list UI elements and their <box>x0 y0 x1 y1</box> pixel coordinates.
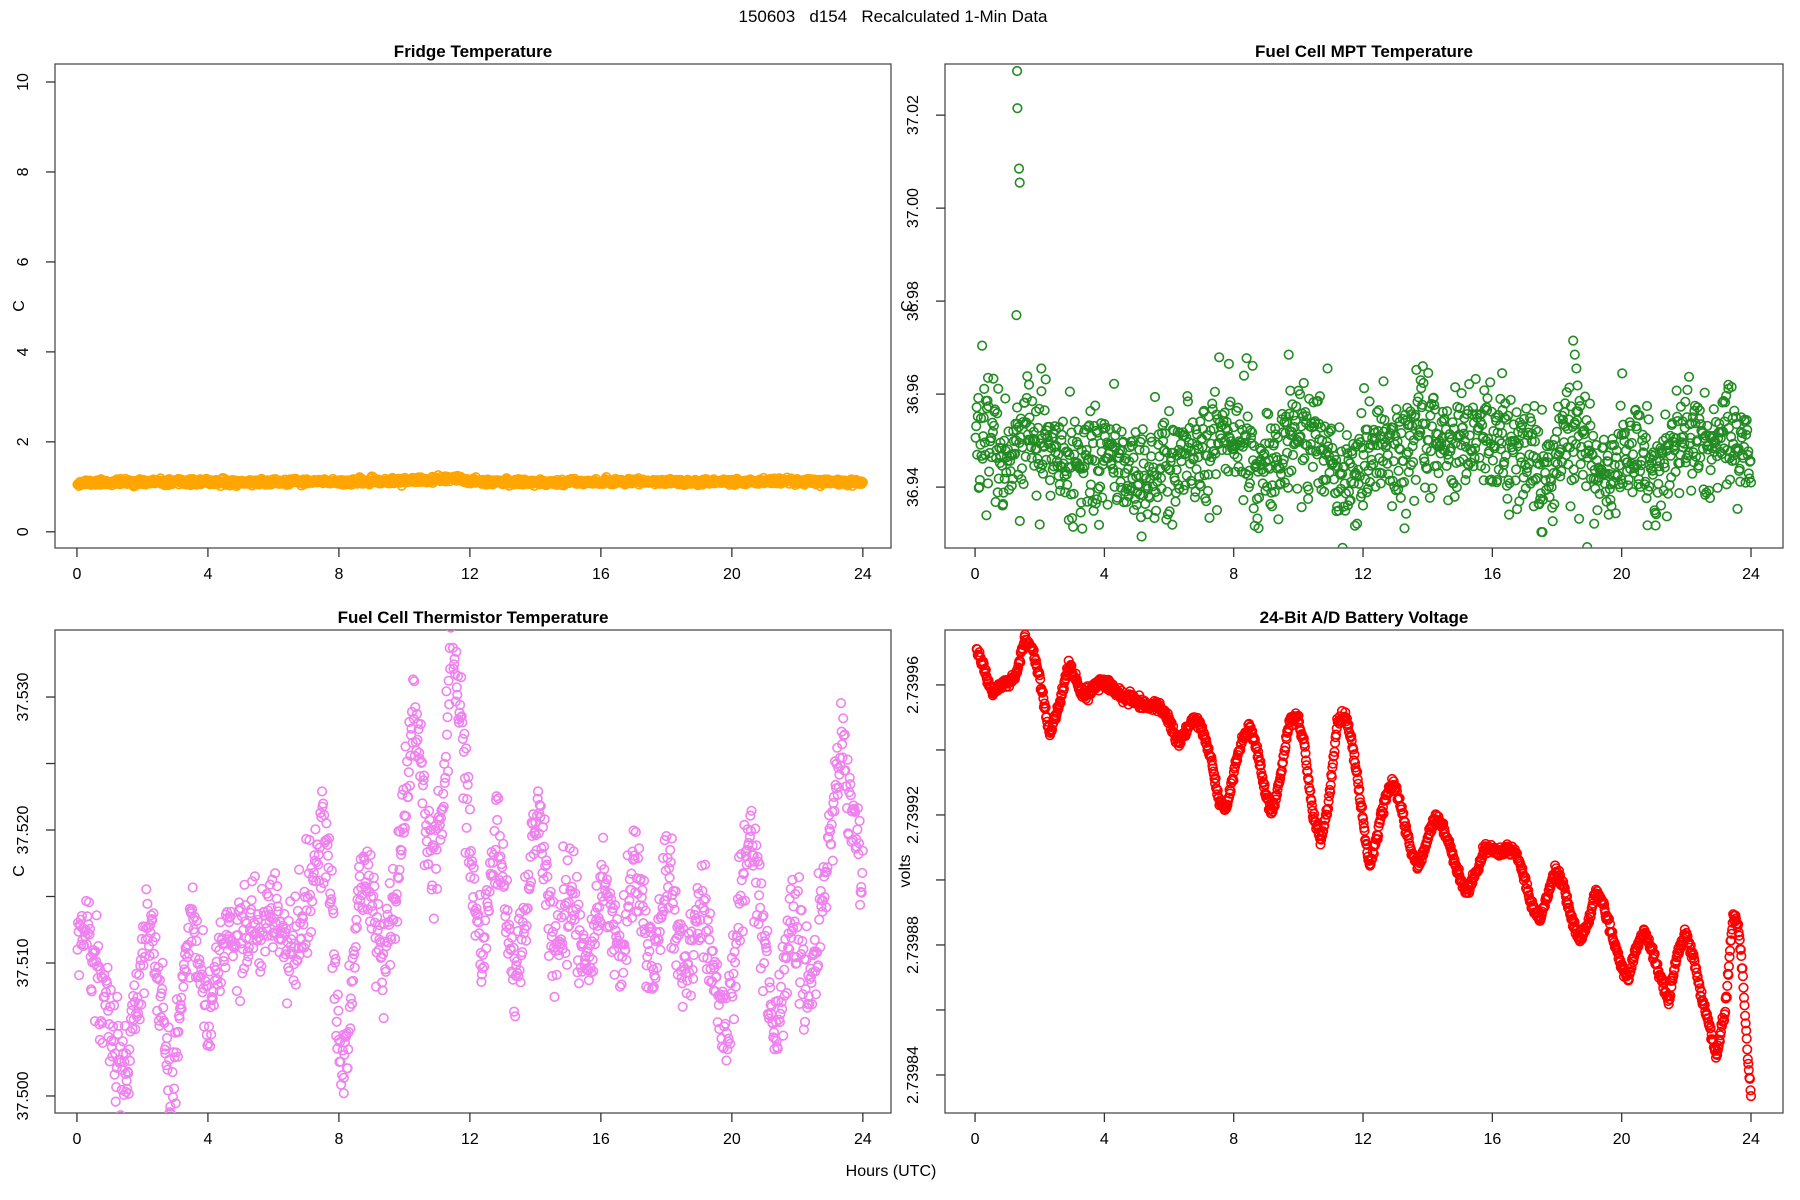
x-axis-ticks: 0 4 8 12 16 20 24 <box>971 548 1760 583</box>
y-axis-label-volts: volts <box>897 854 914 888</box>
series-points <box>971 630 1757 1102</box>
x-tick-label: 24 <box>1742 1131 1760 1148</box>
y-tick-label: 36.94 <box>905 467 922 507</box>
x-tick-label: 16 <box>592 566 610 583</box>
y-tick-label: 2 <box>15 437 32 446</box>
y-axis-label-thermistor: C <box>11 865 28 877</box>
x-tick-label: 0 <box>72 566 81 583</box>
x-axis-ticks: 0 4 8 12 16 20 24 <box>72 548 872 583</box>
x-tick-label: 24 <box>854 566 872 583</box>
y-tick-label: 37.500 <box>15 1071 32 1120</box>
y-axis-ticks: 36.94 36.96 36.98 37.00 37.02 <box>905 95 945 507</box>
y-tick-label: 10 <box>15 73 32 91</box>
y-axis-label-fridge: C <box>11 300 28 312</box>
x-axis-ticks: 0 4 8 12 16 20 24 <box>72 1113 872 1148</box>
plot-box <box>944 63 1784 549</box>
plot-box <box>54 629 892 1114</box>
panel-title-fridge-temperature: Fridge Temperature <box>393 42 553 61</box>
x-tick-label: 12 <box>461 1131 479 1148</box>
panel-title-fuel-cell-thermistor-temperature: Fuel Cell Thermistor Temperature <box>337 608 609 627</box>
series-points <box>970 65 1757 548</box>
x-tick-label: 16 <box>1483 1131 1501 1148</box>
x-tick-label: 16 <box>1483 566 1501 583</box>
x-tick-label: 20 <box>1613 566 1631 583</box>
y-tick-label: 2.73984 <box>905 1046 922 1104</box>
y-axis-label-mpt: C <box>899 300 916 312</box>
figure-title: 150603 d154 Recalculated 1-Min Data <box>738 7 1048 26</box>
y-tick-label: 37.520 <box>15 805 32 854</box>
x-tick-label: 4 <box>203 566 212 583</box>
y-axis-ticks: 2.73984 2.73988 2.73992 2.73996 <box>905 656 945 1104</box>
x-tick-label: 20 <box>723 566 741 583</box>
y-tick-label: 2.73996 <box>905 656 922 714</box>
y-tick-label: 4 <box>15 347 32 356</box>
x-tick-label: 8 <box>1229 566 1238 583</box>
panel-title-battery-voltage: 24-Bit A/D Battery Voltage <box>1259 608 1469 627</box>
x-tick-label: 8 <box>334 1131 343 1148</box>
x-tick-label: 8 <box>1229 1131 1238 1148</box>
x-tick-label: 4 <box>1100 566 1109 583</box>
plot-box <box>54 63 892 549</box>
x-tick-label: 24 <box>1742 566 1760 583</box>
x-tick-label: 12 <box>1354 566 1372 583</box>
y-tick-label: 2.73988 <box>905 916 922 974</box>
y-tick-label: 0 <box>15 527 32 536</box>
panel-1: 0 4 8 12 16 20 24 36.94 36.96 36.98 37.00 37.02 <box>905 63 1784 583</box>
y-tick-label: 37.510 <box>15 938 32 987</box>
y-tick-label: 6 <box>15 257 32 266</box>
x-axis-ticks: 0 4 8 12 16 20 24 <box>971 1113 1760 1148</box>
y-tick-label: 2.73992 <box>905 786 922 844</box>
y-axis-ticks: 37.500 37.510 37.520 37.530 <box>15 672 55 1120</box>
y-tick-label: 37.02 <box>905 95 922 135</box>
y-tick-label: 37.00 <box>905 188 922 228</box>
series-points <box>72 470 868 492</box>
x-tick-label: 16 <box>592 1131 610 1148</box>
y-tick-label: 36.96 <box>905 374 922 414</box>
x-tick-label: 24 <box>854 1131 872 1148</box>
y-tick-label: 37.530 <box>15 672 32 721</box>
y-tick-label: 8 <box>15 167 32 176</box>
x-tick-label: 0 <box>971 1131 980 1148</box>
y-tick-label: 36.98 <box>905 281 922 321</box>
panel-3: 0 4 8 12 16 20 24 2.73984 2.73988 2.73992 2.73996 <box>905 629 1784 1148</box>
x-tick-label: 12 <box>1354 1131 1372 1148</box>
x-tick-label: 8 <box>334 566 343 583</box>
x-axis-label: Hours (UTC) <box>845 1163 937 1180</box>
x-tick-label: 0 <box>971 566 980 583</box>
x-tick-label: 4 <box>203 1131 212 1148</box>
x-tick-label: 20 <box>1613 1131 1631 1148</box>
x-tick-label: 20 <box>723 1131 741 1148</box>
y-axis-ticks: 0 2 4 6 8 10 <box>15 73 55 536</box>
series-points <box>72 630 868 1113</box>
panel-title-fuel-cell-mpt-temperature: Fuel Cell MPT Temperature <box>1255 42 1473 61</box>
x-tick-label: 0 <box>72 1131 81 1148</box>
x-tick-label: 4 <box>1100 1131 1109 1148</box>
plot-box <box>944 629 1784 1114</box>
x-tick-label: 12 <box>461 566 479 583</box>
panel-2: 0 4 8 12 16 20 24 37.500 37.510 37.520 37.530 <box>15 629 892 1148</box>
